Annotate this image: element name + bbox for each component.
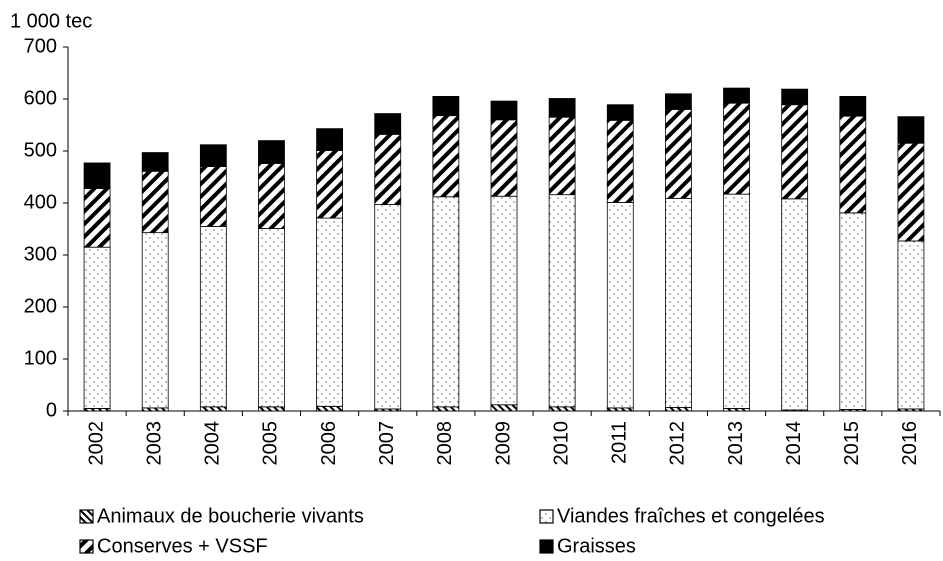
x-tick-label: 2012 — [667, 421, 689, 466]
y-axis-label: 1 000 tec — [10, 10, 92, 32]
x-tick-label: 2010 — [550, 421, 572, 466]
bar-segment — [723, 193, 750, 409]
x-tick-label: 2006 — [318, 421, 340, 466]
legend-label: Graisses — [557, 535, 636, 557]
bar-segment — [316, 405, 344, 412]
bar-segment — [141, 152, 169, 172]
bar-segment — [258, 228, 285, 408]
bar-segment — [723, 87, 750, 104]
legend-label: Conserves + VSSF — [97, 535, 268, 557]
y-tick-label: 0 — [46, 399, 57, 421]
bar-segment — [781, 198, 809, 411]
x-tick-label: 2013 — [725, 421, 747, 466]
y-tick-label: 700 — [24, 35, 57, 57]
bar-segment — [199, 144, 227, 167]
legend-swatch — [539, 539, 554, 554]
bar-segment — [258, 163, 285, 229]
bar-segment — [199, 406, 227, 412]
bar-segment — [665, 109, 692, 199]
legend-swatch — [539, 509, 554, 524]
bar-segment — [781, 88, 809, 106]
x-tick-label: 2008 — [434, 421, 456, 466]
x-tick-label: 2015 — [841, 421, 863, 466]
y-tick-label: 100 — [24, 347, 57, 369]
x-tick-label: 2014 — [783, 421, 805, 466]
bar-segment — [141, 232, 169, 409]
y-tick-label: 500 — [24, 139, 57, 161]
bar-segment — [258, 406, 285, 412]
bar-segment — [490, 195, 518, 406]
bar-segment — [665, 406, 692, 412]
x-tick-label: 2003 — [143, 421, 165, 466]
bar-segment — [432, 115, 460, 198]
bar-segment — [665, 93, 692, 110]
legend-label: Viandes fraîches et congelées — [557, 505, 825, 527]
bar-segment — [897, 142, 925, 242]
bar-segment — [897, 116, 925, 144]
y-tick-label: 200 — [24, 295, 57, 317]
bar-segment — [665, 197, 692, 408]
bar-segment — [432, 196, 460, 408]
bar-segment — [83, 188, 111, 248]
bar-segment — [374, 133, 402, 205]
bar-segment — [83, 162, 111, 189]
bar-segment — [83, 246, 111, 409]
x-tick-label: 2005 — [260, 421, 282, 466]
y-tick-label: 600 — [24, 87, 57, 109]
bar-segment — [374, 204, 402, 410]
bar-segment — [839, 115, 867, 214]
x-tick-label: 2009 — [492, 421, 514, 466]
bar-segment — [781, 104, 809, 200]
legend-label: Animaux de boucherie vivants — [97, 505, 364, 527]
x-tick-label: 2007 — [376, 421, 398, 466]
x-tick-label: 2002 — [85, 421, 107, 466]
bar-segment — [723, 102, 750, 195]
bar-segment — [432, 406, 460, 412]
legend-swatch — [79, 539, 94, 554]
bar-segment — [548, 98, 576, 118]
bar-segment — [141, 170, 169, 234]
y-tick-label: 300 — [24, 243, 57, 265]
bar-segment — [839, 96, 867, 117]
x-tick-label: 2011 — [609, 421, 631, 464]
legend-swatch — [79, 509, 94, 524]
bar-segment — [606, 202, 634, 409]
bar-segment — [374, 113, 402, 135]
bar-segment — [897, 240, 925, 410]
bar-segment — [606, 104, 634, 121]
bar-segment — [199, 166, 227, 227]
bar-segment — [548, 194, 576, 408]
bar-segment — [316, 217, 344, 407]
bar-segment — [316, 128, 344, 151]
bar-segment — [548, 406, 576, 412]
x-tick-label: 2016 — [899, 421, 921, 466]
bar-segment — [199, 225, 227, 408]
bar-segment — [258, 140, 285, 164]
bar-segment — [316, 150, 344, 219]
bar-segment — [490, 119, 518, 197]
y-tick-label: 400 — [24, 191, 57, 213]
bar-segment — [490, 100, 518, 121]
bar-segment — [839, 212, 867, 410]
bar-segment — [606, 407, 634, 412]
x-tick-label: 2004 — [202, 421, 224, 466]
bar-segment — [490, 404, 518, 412]
bar-segment — [141, 407, 169, 412]
bar-segment — [432, 96, 460, 117]
bar-segment — [606, 119, 634, 203]
bar-segment — [548, 116, 576, 196]
